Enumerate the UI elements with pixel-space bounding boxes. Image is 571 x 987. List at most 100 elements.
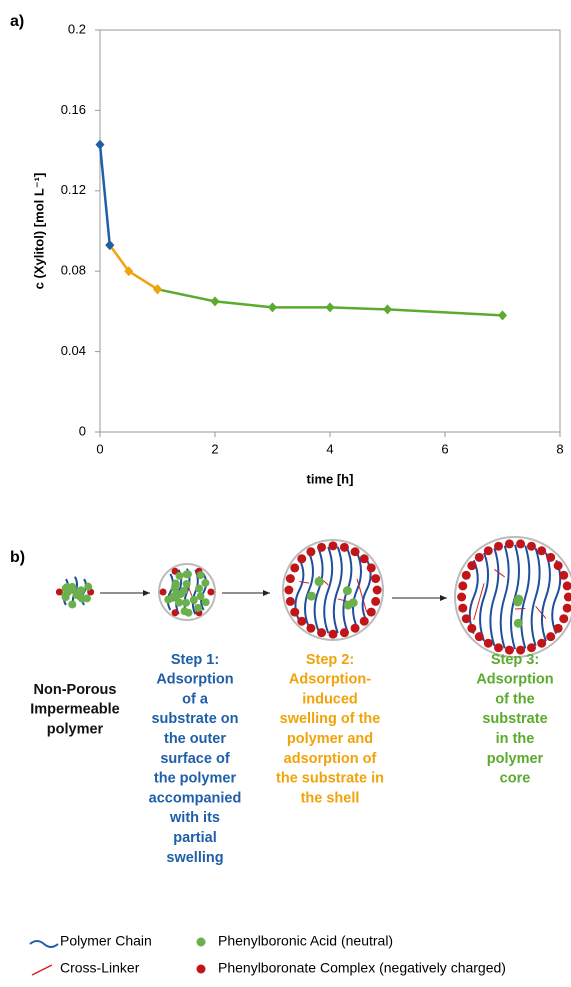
x-tick-label: 0 <box>96 441 103 456</box>
boronate <box>504 645 514 655</box>
boronate <box>339 628 349 638</box>
step-caption: swelling <box>166 850 223 866</box>
boronic-acid <box>514 594 524 604</box>
polymer-chain <box>489 547 500 647</box>
boronate <box>537 546 547 556</box>
data-point <box>153 284 162 295</box>
boronic-acid <box>196 571 205 580</box>
boronic-acid <box>171 579 180 588</box>
boronate <box>494 643 504 653</box>
boronate <box>461 614 471 624</box>
step-caption: of the <box>495 691 534 707</box>
step-caption: Step 3: <box>491 652 539 668</box>
boronate <box>371 574 381 584</box>
legend-icon <box>29 940 59 948</box>
boronate <box>474 632 484 642</box>
boronate <box>546 552 556 562</box>
polymer-chain <box>479 552 490 642</box>
x-axis-label: time [h] <box>307 471 354 486</box>
boronic-acid <box>182 598 191 607</box>
boronic-acid <box>343 600 353 610</box>
polymer-chain <box>551 559 562 635</box>
boronic-acid <box>77 594 86 603</box>
data-point <box>95 139 105 150</box>
boronic-acid <box>169 592 178 601</box>
boronate <box>461 570 471 580</box>
step-caption: Adsorption <box>156 672 233 688</box>
boronate <box>359 554 369 564</box>
boronate <box>553 561 563 571</box>
data-point <box>105 240 115 251</box>
cross-linker <box>535 605 547 619</box>
diagram-art <box>55 536 571 658</box>
step-caption: Non-Porous <box>34 682 117 698</box>
boronate <box>458 603 468 613</box>
step-caption: with its <box>169 810 220 826</box>
step-caption: adsorption of <box>284 751 377 767</box>
step-caption: of a <box>182 691 209 707</box>
step-caption: accompanied <box>149 790 242 806</box>
boronic-acid <box>182 579 191 588</box>
polymer-chain <box>313 548 324 632</box>
boronate <box>350 623 360 633</box>
boronate <box>504 539 514 549</box>
boronic-acid <box>68 582 77 591</box>
boronate <box>526 541 536 551</box>
boronate <box>328 541 338 551</box>
data-point <box>124 266 134 277</box>
step-caption: Step 1: <box>171 652 219 668</box>
cross-linker <box>337 598 348 602</box>
boronic-acid <box>196 592 205 601</box>
cross-linker <box>494 569 505 578</box>
series-line <box>98 144 112 246</box>
y-tick-label: 0.08 <box>61 263 86 278</box>
y-tick-label: 0 <box>79 423 86 438</box>
x-tick-label: 6 <box>441 441 448 456</box>
boronate <box>306 623 316 633</box>
boronate <box>290 563 300 573</box>
boronate <box>494 541 504 551</box>
boronate <box>546 632 556 642</box>
boronate <box>285 596 295 606</box>
x-tick-label: 2 <box>211 441 218 456</box>
boronic-acid <box>195 584 204 593</box>
boronate <box>467 561 477 571</box>
cross-linker <box>356 578 368 613</box>
boronic-acid <box>84 582 93 591</box>
boronate <box>297 616 307 626</box>
boronate <box>317 628 327 638</box>
step-caption: core <box>500 771 531 787</box>
polymer-chain <box>540 552 551 642</box>
y-tick-label: 0.16 <box>61 102 86 117</box>
boronic-acid <box>189 595 198 604</box>
polymer-chain <box>530 547 541 647</box>
boronate <box>562 603 571 613</box>
boronate <box>457 592 467 602</box>
data-point <box>268 302 277 313</box>
cross-linker <box>473 583 485 621</box>
step-caption: surface of <box>160 751 229 767</box>
y-tick-label: 0.04 <box>61 343 86 358</box>
legend-icon <box>31 964 53 976</box>
data-point <box>383 304 392 315</box>
boronic-acid <box>175 598 184 607</box>
polymer-chain <box>323 546 334 634</box>
boronate <box>207 588 215 596</box>
step-caption: in the <box>496 731 535 747</box>
polymer-chain <box>304 552 314 628</box>
polymer-chain <box>520 545 531 649</box>
y-axis-label: c (Xylitol) [mol L⁻¹] <box>31 173 46 290</box>
boronate <box>483 638 493 648</box>
boronate <box>553 623 563 633</box>
boronate <box>290 607 300 617</box>
boronate <box>372 585 382 595</box>
boronic-acid <box>175 571 184 580</box>
legend-icon <box>196 964 206 974</box>
boronic-acid <box>513 618 523 628</box>
step-caption: the polymer <box>154 771 237 787</box>
particle-outline <box>282 539 384 641</box>
legend-label: Phenylboronate Complex (negatively charg… <box>218 960 506 976</box>
polymer-chain <box>468 559 479 635</box>
step-caption: Step 2: <box>306 652 354 668</box>
legend-label: Cross-Linker <box>60 960 140 976</box>
